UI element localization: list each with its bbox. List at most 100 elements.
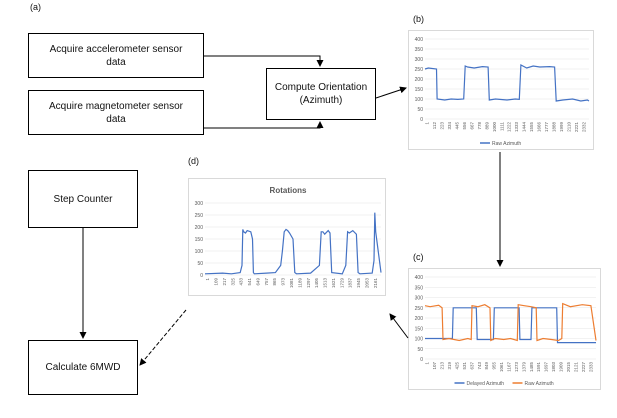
chart-d-x-tick: 1081 <box>289 278 294 289</box>
chart-b-x-tick: 667 <box>469 122 474 130</box>
chart-c-x-tick: 1485 <box>529 362 534 373</box>
chart-c-x-tick: 2227 <box>581 362 586 373</box>
chart-c-x-tick: 107 <box>432 362 437 370</box>
chart-b-x-tick: 445 <box>455 122 460 130</box>
arrow-orientation-to-chart-b <box>375 86 407 99</box>
step-counter-box: Step Counter <box>28 170 138 228</box>
chart-c-x-tick: 1803 <box>551 362 556 373</box>
chart-b-x-tick: 1 <box>425 122 430 125</box>
chart-d-x-tick: 757 <box>264 278 269 286</box>
chart-b-x-tick: 1222 <box>507 122 512 133</box>
label-b: (b) <box>413 14 424 24</box>
chart-b-legend-label: Raw Azimuth <box>492 141 521 147</box>
chart-b-y-tick: 100 <box>415 97 424 103</box>
compute-orientation-box: Compute Orientation (Azimuth) <box>266 68 376 120</box>
chart-c-y-tick: 150 <box>415 326 424 332</box>
label-a: (a) <box>30 2 41 12</box>
chart-b-y-tick: 350 <box>415 47 424 53</box>
chart-b-x-tick: 2221 <box>574 122 579 133</box>
chart-c-y-tick: 200 <box>415 316 424 322</box>
chart-d-x-tick: 2161 <box>373 278 378 289</box>
chart-d-x-tick: 325 <box>230 278 235 286</box>
chart-b-x-tick: 1000 <box>492 122 497 133</box>
chart-d: Rotations 0 50 100 150 200 250 300 1 109 217 325 433… <box>195 186 382 289</box>
chart-c-x-tick: 955 <box>492 362 497 370</box>
chart-c-y-tick: 50 <box>417 347 423 353</box>
chart-d-x-tick: 2053 <box>364 278 369 289</box>
chart-d-frame: Rotations 0 50 100 150 200 250 300 1 109 217 325 433… <box>188 178 386 296</box>
arrow-chart-d-to-calculate <box>139 309 187 366</box>
chart-c-x-tick: 2015 <box>566 362 571 373</box>
chart-c-x-tick: 2333 <box>588 362 593 373</box>
chart-b: 0 50 100 150 200 250 300 350 400 1 112 223 334 445 556… <box>415 37 590 147</box>
chart-c-x-tick: 1591 <box>536 362 541 373</box>
chart-d-series-line-0 <box>204 212 382 275</box>
arrow-magnetometer-to-orientation <box>204 121 324 129</box>
chart-b-y-tick: 250 <box>415 67 424 73</box>
chart-b-x-tick: 1666 <box>537 122 542 133</box>
chart-c-y-tick: 250 <box>415 306 424 312</box>
chart-c-x-tick: 743 <box>477 362 482 370</box>
chart-c-x-tick: 319 <box>447 362 452 370</box>
chart-d-y-tick: 100 <box>195 249 204 255</box>
chart-b-x-tick: 1444 <box>522 122 527 133</box>
chart-b-x-tick: 223 <box>440 122 445 130</box>
chart-b-x-tick: 1999 <box>559 122 564 133</box>
chart-b-y-tick: 50 <box>417 107 423 113</box>
chart-d-x-tick: 1405 <box>314 278 319 289</box>
chart-d-x-tick: 973 <box>281 278 286 286</box>
chart-c-y-tick: 400 <box>415 275 424 281</box>
chart-b-x-tick: 1111 <box>499 122 504 132</box>
chart-b-frame: 0 50 100 150 200 250 300 350 400 1 112 223 334 445 556… <box>408 30 594 150</box>
acquire-magnetometer-box: Acquire magnetometer sensor data <box>28 90 204 135</box>
chart-b-x-tick: 778 <box>477 122 482 130</box>
chart-d-x-tick: 541 <box>247 278 252 286</box>
chart-c-x-tick: 1167 <box>507 362 512 372</box>
chart-d-title: Rotations <box>270 186 307 195</box>
chart-b-series-line-0 <box>424 64 590 102</box>
chart-d-y-tick: 250 <box>195 213 204 219</box>
magnetometer-line-2: data <box>106 113 126 125</box>
chart-b-y-tick: 300 <box>415 57 424 63</box>
chart-d-x-tick: 1729 <box>339 278 344 289</box>
chart-b-y-tick: 0 <box>420 117 423 123</box>
calculate-6mwd-box: Calculate 6MWD <box>28 340 138 395</box>
chart-d-x-tick: 1297 <box>306 278 311 289</box>
chart-c-x-tick: 637 <box>469 362 474 370</box>
chart-c-x-tick: 1273 <box>514 362 519 373</box>
chart-d-x-tick: 649 <box>255 278 260 286</box>
chart-d-x-tick: 433 <box>239 278 244 286</box>
chart-c-y-tick: 100 <box>415 337 424 343</box>
chart-d-x-tick: 1621 <box>331 278 336 289</box>
chart-b-x-tick: 1555 <box>529 122 534 133</box>
chart-d-x-tick: 109 <box>214 278 219 286</box>
chart-d-y-tick: 150 <box>195 237 204 243</box>
chart-b-x-tick: 1888 <box>551 122 556 133</box>
accelerometer-line-2: data <box>106 56 126 68</box>
chart-d-x-tick: 1945 <box>356 278 361 289</box>
label-d: (d) <box>188 156 199 166</box>
chart-b-x-tick: 1333 <box>514 122 519 133</box>
calculate-6mwd-label: Calculate 6MWD <box>45 362 121 373</box>
chart-c-x-tick: 1909 <box>559 362 564 373</box>
chart-c-x-tick: 213 <box>440 362 445 370</box>
chart-c-x-tick: 425 <box>454 362 459 370</box>
chart-c-frame: 0 50 100 150 200 250 300 350 400 1 107 213 319 425 531… <box>408 268 601 390</box>
chart-c-x-tick: 1697 <box>544 362 549 373</box>
chart-b-x-tick: 2110 <box>566 122 571 132</box>
arrow-accelerometer-to-orientation <box>204 55 324 67</box>
magnetometer-line-1: Acquire magnetometer sensor <box>49 100 183 112</box>
chart-d-x-tick: 865 <box>272 278 277 286</box>
chart-c-x-tick: 1379 <box>521 362 526 373</box>
chart-b-y-tick: 150 <box>415 87 424 93</box>
chart-c-y-tick: 300 <box>415 296 424 302</box>
chart-c-legend-label: Raw Azimuth <box>525 381 554 387</box>
chart-c-y-tick: 0 <box>420 357 423 363</box>
label-c: (c) <box>413 252 424 262</box>
orientation-line-2: (Azimuth) <box>299 95 343 106</box>
chart-c-series-line-0 <box>425 307 596 344</box>
chart-d-y-tick: 0 <box>200 273 203 279</box>
chart-c: 0 50 100 150 200 250 300 350 400 1 107 213 319 425 531… <box>415 275 597 387</box>
chart-c-legend-label: Delayed Azimuth <box>467 381 505 387</box>
